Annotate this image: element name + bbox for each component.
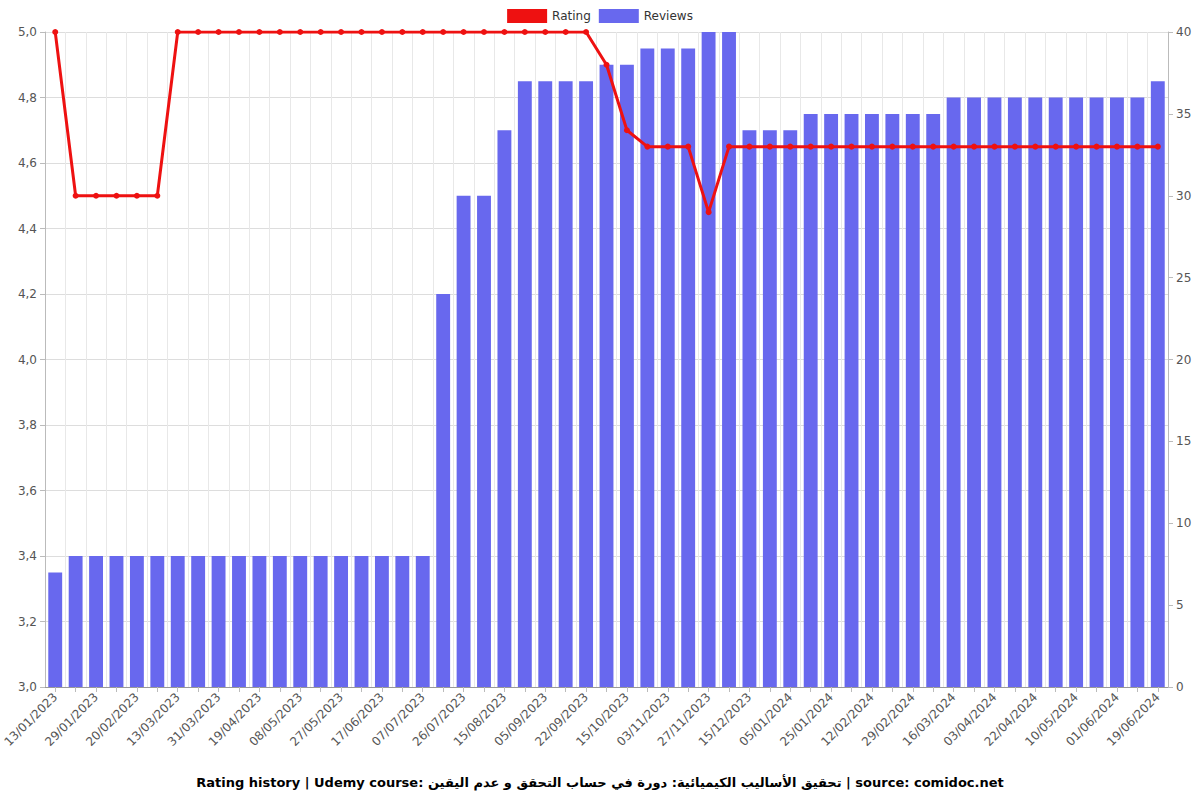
svg-text:17/06/2023: 17/06/2023 xyxy=(328,690,387,749)
svg-text:5,0: 5,0 xyxy=(18,25,37,39)
svg-text:4,6: 4,6 xyxy=(18,156,37,170)
svg-text:13/01/2023: 13/01/2023 xyxy=(1,690,61,749)
svg-text:29/02/2024: 29/02/2024 xyxy=(859,690,918,749)
svg-text:3,0: 3,0 xyxy=(18,680,37,694)
svg-text:05/09/2023: 05/09/2023 xyxy=(491,690,551,749)
svg-text:Rating: Rating xyxy=(552,9,591,23)
svg-text:20: 20 xyxy=(1176,353,1191,367)
svg-text:3,2: 3,2 xyxy=(18,615,37,629)
svg-text:19/04/2023: 19/04/2023 xyxy=(205,690,265,749)
svg-text:22/04/2024: 22/04/2024 xyxy=(981,690,1041,749)
svg-text:13/03/2023: 13/03/2023 xyxy=(123,690,183,749)
svg-text:31/03/2023: 31/03/2023 xyxy=(164,690,224,749)
svg-text:30: 30 xyxy=(1176,189,1191,203)
svg-text:29/01/2023: 29/01/2023 xyxy=(42,690,101,749)
svg-text:15/10/2023: 15/10/2023 xyxy=(573,690,632,749)
svg-text:4,8: 4,8 xyxy=(18,91,37,105)
svg-text:26/07/2023: 26/07/2023 xyxy=(409,690,469,749)
svg-text:19/06/2024: 19/06/2024 xyxy=(1104,690,1163,749)
svg-text:25/01/2024: 25/01/2024 xyxy=(777,690,837,749)
svg-text:16/03/2024: 16/03/2024 xyxy=(899,690,959,749)
svg-text:15/08/2023: 15/08/2023 xyxy=(450,690,510,749)
svg-text:4,4: 4,4 xyxy=(18,222,37,236)
svg-text:35: 35 xyxy=(1176,107,1191,121)
svg-text:Rating history | Udemy course:: Rating history | Udemy course: تحقيق الأ… xyxy=(196,774,1004,791)
svg-text:05/01/2024: 05/01/2024 xyxy=(736,690,796,749)
svg-text:07/07/2023: 07/07/2023 xyxy=(369,690,428,749)
svg-text:22/09/2023: 22/09/2023 xyxy=(532,690,591,749)
svg-text:4,0: 4,0 xyxy=(18,353,37,367)
svg-text:3,4: 3,4 xyxy=(18,549,37,563)
svg-text:40: 40 xyxy=(1176,25,1191,39)
svg-text:5: 5 xyxy=(1176,598,1184,612)
svg-text:15: 15 xyxy=(1176,434,1191,448)
svg-text:10: 10 xyxy=(1176,516,1191,530)
svg-text:3,6: 3,6 xyxy=(18,484,37,498)
svg-text:03/11/2023: 03/11/2023 xyxy=(614,690,673,749)
svg-text:20/02/2023: 20/02/2023 xyxy=(83,690,142,749)
svg-text:27/05/2023: 27/05/2023 xyxy=(287,690,346,749)
svg-text:4,2: 4,2 xyxy=(18,287,37,301)
svg-text:3,8: 3,8 xyxy=(18,418,37,432)
svg-text:01/06/2024: 01/06/2024 xyxy=(1063,690,1122,749)
svg-text:03/04/2024: 03/04/2024 xyxy=(940,690,1000,749)
svg-text:15/12/2023: 15/12/2023 xyxy=(695,690,755,749)
svg-text:25: 25 xyxy=(1176,271,1191,285)
svg-text:10/05/2024: 10/05/2024 xyxy=(1022,690,1082,749)
svg-text:08/05/2023: 08/05/2023 xyxy=(246,690,306,749)
svg-text:0: 0 xyxy=(1176,680,1184,694)
svg-text:Reviews: Reviews xyxy=(644,9,693,23)
svg-text:27/11/2023: 27/11/2023 xyxy=(654,690,714,749)
svg-text:12/02/2024: 12/02/2024 xyxy=(818,690,877,749)
